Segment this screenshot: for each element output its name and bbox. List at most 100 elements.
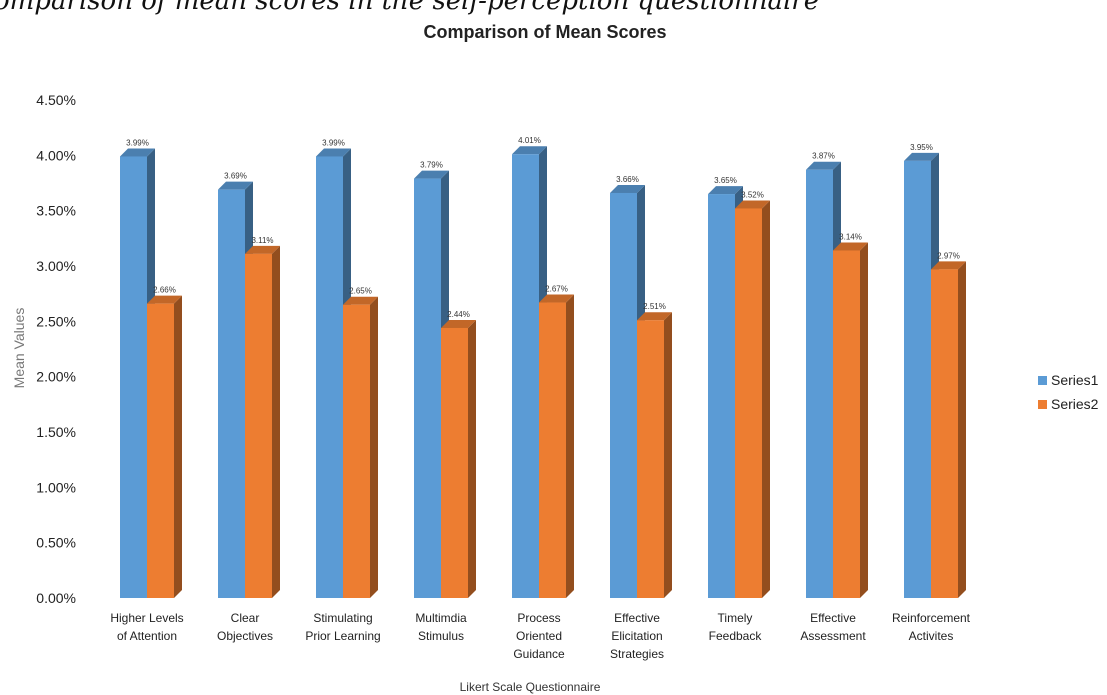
data-label: 3.95%: [910, 143, 933, 152]
bar-side-face: [174, 295, 182, 598]
y-tick-label: 3.00%: [36, 258, 76, 274]
legend-swatch: [1038, 376, 1047, 385]
y-axis: 0.00% 0.50% 1.00% 1.50% 2.00% 2.50% 3.00% 3.50%…: [36, 92, 76, 606]
data-label: 3.99%: [322, 138, 345, 147]
bar-top-face: [441, 319, 476, 328]
y-tick-label: 4.50%: [36, 92, 76, 108]
figure-caption: omparison of mean scores in the self-per…: [0, 0, 820, 16]
x-tick-label: Multimdia Stimulus: [415, 611, 467, 643]
data-label: 3.87%: [812, 152, 835, 161]
x-tick-label: Clear Objectives: [217, 611, 273, 643]
y-tick-label: 2.00%: [36, 369, 76, 385]
data-label: 3.11%: [251, 236, 273, 245]
bar-front-face: [414, 178, 441, 598]
y-tick-label: 4.00%: [36, 147, 76, 163]
y-tick-label: 0.50%: [36, 535, 76, 551]
bar-series2-8: 2.97%: [931, 251, 966, 598]
y-tick-label: 0.00%: [36, 590, 76, 606]
y-tick-label: 1.50%: [36, 424, 76, 440]
data-label: 4.01%: [518, 136, 541, 145]
bar-top-face: [539, 294, 574, 303]
data-label: 2.67%: [545, 285, 568, 294]
bar-series1-8: 3.95%: [904, 143, 939, 598]
bar-front-face: [343, 304, 370, 598]
bar-front-face: [512, 154, 539, 598]
bar-side-face: [860, 242, 868, 599]
bar-top-face: [806, 161, 841, 170]
bar-top-face: [610, 184, 645, 193]
bar-top-face: [120, 148, 155, 157]
bar-front-face: [806, 169, 833, 598]
bar-top-face: [904, 152, 939, 161]
bar-side-face: [272, 245, 280, 598]
bar-series2-5: 2.51%: [637, 302, 672, 598]
x-axis-title: Likert Scale Questionnaire: [460, 680, 601, 694]
bar-top-face: [708, 186, 743, 195]
data-label: 2.66%: [153, 286, 176, 295]
bar-top-face: [147, 295, 182, 304]
data-label: 2.44%: [447, 310, 470, 319]
data-label: 3.99%: [126, 138, 149, 147]
bar-series2-6: 3.52%: [735, 190, 770, 598]
bar-front-face: [218, 189, 245, 598]
data-label: 2.65%: [349, 287, 372, 296]
bar-side-face: [958, 261, 966, 598]
y-tick-label: 1.00%: [36, 479, 76, 495]
y-tick-label: 2.50%: [36, 313, 76, 329]
data-label: 3.79%: [420, 161, 443, 170]
legend-swatch: [1038, 400, 1047, 409]
chart-title: Comparison of Mean Scores: [423, 22, 666, 42]
bar-side-face: [566, 294, 574, 598]
bar-front-face: [316, 156, 343, 598]
bar-top-face: [245, 245, 280, 254]
data-label: 2.51%: [643, 302, 666, 311]
data-label: 3.52%: [741, 190, 764, 199]
bar-front-face: [245, 253, 272, 598]
bar-front-face: [931, 269, 958, 598]
bar-top-face: [931, 261, 966, 270]
bar-side-face: [370, 296, 378, 598]
bar-top-face: [637, 312, 672, 321]
bar-front-face: [147, 303, 174, 598]
bar-front-face: [441, 327, 468, 598]
bar-series2-2: 2.65%: [343, 287, 378, 598]
x-axis: Higher Levels of Attention Clear Objectives…: [110, 611, 970, 661]
legend-item-series2: Series2: [1038, 396, 1099, 412]
bar-front-face: [120, 156, 147, 598]
bar-top-face: [512, 146, 547, 155]
bar-front-face: [610, 192, 637, 598]
bar-side-face: [664, 312, 672, 598]
bar-series2-7: 3.14%: [833, 233, 868, 599]
x-tick-label: Process Oriented Guidance: [513, 611, 565, 661]
bar-front-face: [637, 320, 664, 598]
bar-front-face: [708, 194, 735, 599]
legend-item-series1: Series1: [1038, 372, 1099, 388]
bar-side-face: [762, 200, 770, 598]
legend: Series1 Series2: [1038, 372, 1099, 412]
x-tick-label: Stimulating Prior Learning: [305, 611, 380, 643]
bar-series2-4: 2.67%: [539, 285, 574, 598]
bar-top-face: [343, 296, 378, 305]
bar-series2-1: 3.11%: [245, 236, 280, 598]
legend-label: Series2: [1051, 396, 1099, 412]
bar-front-face: [904, 160, 931, 598]
data-label: 3.66%: [616, 175, 639, 184]
x-tick-label: Effective Assessment: [800, 611, 866, 643]
bar-series2-0: 2.66%: [147, 286, 182, 598]
data-label: 3.65%: [714, 176, 737, 185]
x-tick-label: Higher Levels of Attention: [110, 611, 183, 643]
bar-series2-3: 2.44%: [441, 310, 476, 598]
bar-front-face: [539, 302, 566, 598]
bar-top-face: [735, 200, 770, 209]
data-label: 3.14%: [839, 233, 862, 242]
x-tick-label: Reinforcement Activites: [892, 611, 971, 643]
data-label: 3.69%: [224, 172, 247, 181]
y-axis-title: Mean Values: [11, 308, 27, 389]
bars: 3.99% 2.66% 3.69% 3.11% 3.99% 2.65% 3.79% 2.44%…: [120, 136, 966, 599]
bar-side-face: [468, 319, 476, 598]
bar-top-face: [414, 170, 449, 179]
x-tick-label: Timely Feedback: [709, 611, 763, 643]
legend-label: Series1: [1051, 372, 1099, 388]
y-tick-label: 3.50%: [36, 203, 76, 219]
